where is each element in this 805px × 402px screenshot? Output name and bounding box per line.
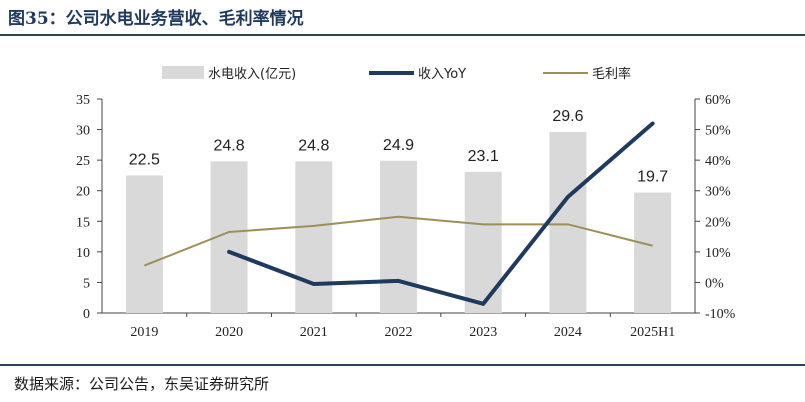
revenue-bar — [464, 171, 502, 313]
right-tick-label: 10% — [705, 246, 731, 261]
title-divider — [0, 34, 805, 36]
revenue-bar — [125, 175, 163, 313]
right-tick-label: 50% — [705, 124, 731, 139]
source-divider — [0, 364, 805, 366]
right-tick-label: 40% — [705, 154, 731, 169]
gross-margin-line — [143, 215, 653, 267]
left-tick-label: 30 — [76, 124, 90, 139]
figure-title: 图35：公司水电业务营收、毛利率情况 — [8, 9, 304, 29]
revenue-margin-chart: 0 5 10 15 20 25 30 35 -10% 0% 10% 20% 30% 40% 50% 60% 20… — [76, 66, 736, 340]
legend-label-yoy: 收入YoY — [418, 67, 466, 82]
data-source-note: 数据来源：公司公告，东吴证券研究所 — [14, 375, 270, 393]
revenue-bar — [549, 132, 587, 313]
right-tick-label: 0% — [705, 276, 724, 291]
left-tick-label: 25 — [76, 154, 90, 169]
legend-label-revenue: 水电收入(亿元) — [208, 67, 296, 82]
legend-label-margin: 毛利率 — [592, 66, 631, 82]
x-tick-label: 2024 — [554, 325, 582, 340]
left-tick-label: 0 — [83, 307, 90, 322]
revenue-yoy-line — [227, 121, 655, 306]
right-tick-label: -10% — [705, 307, 736, 322]
revenue-data-label: 29.6 — [552, 108, 583, 125]
left-tick-label: 5 — [83, 276, 90, 291]
legend-swatch-revenue — [162, 66, 204, 79]
right-tick-label: 30% — [705, 185, 731, 200]
right-tick-label: 20% — [705, 215, 731, 230]
x-tick-label: 2025H1 — [630, 325, 675, 340]
left-tick-label: 10 — [76, 246, 90, 261]
revenue-bar — [380, 160, 417, 313]
revenue-bar — [295, 161, 333, 313]
x-tick-label: 2021 — [300, 325, 328, 340]
right-tick-label: 60% — [705, 93, 731, 108]
x-tick-label: 2022 — [385, 325, 413, 340]
revenue-data-label: 19.7 — [637, 169, 668, 186]
left-tick-label: 35 — [76, 93, 90, 108]
revenue-data-label: 24.8 — [214, 137, 245, 154]
revenue-bar — [634, 192, 672, 313]
x-tick-label: 2019 — [130, 325, 158, 340]
revenue-data-label: 24.9 — [383, 137, 414, 154]
x-tick-label: 2023 — [469, 325, 497, 340]
revenue-data-label: 22.5 — [129, 151, 160, 168]
left-tick-label: 20 — [76, 185, 90, 200]
revenue-data-label: 24.8 — [298, 137, 329, 154]
left-tick-label: 15 — [76, 215, 90, 230]
x-tick-label: 2020 — [215, 325, 243, 340]
revenue-data-label: 23.1 — [468, 148, 499, 165]
